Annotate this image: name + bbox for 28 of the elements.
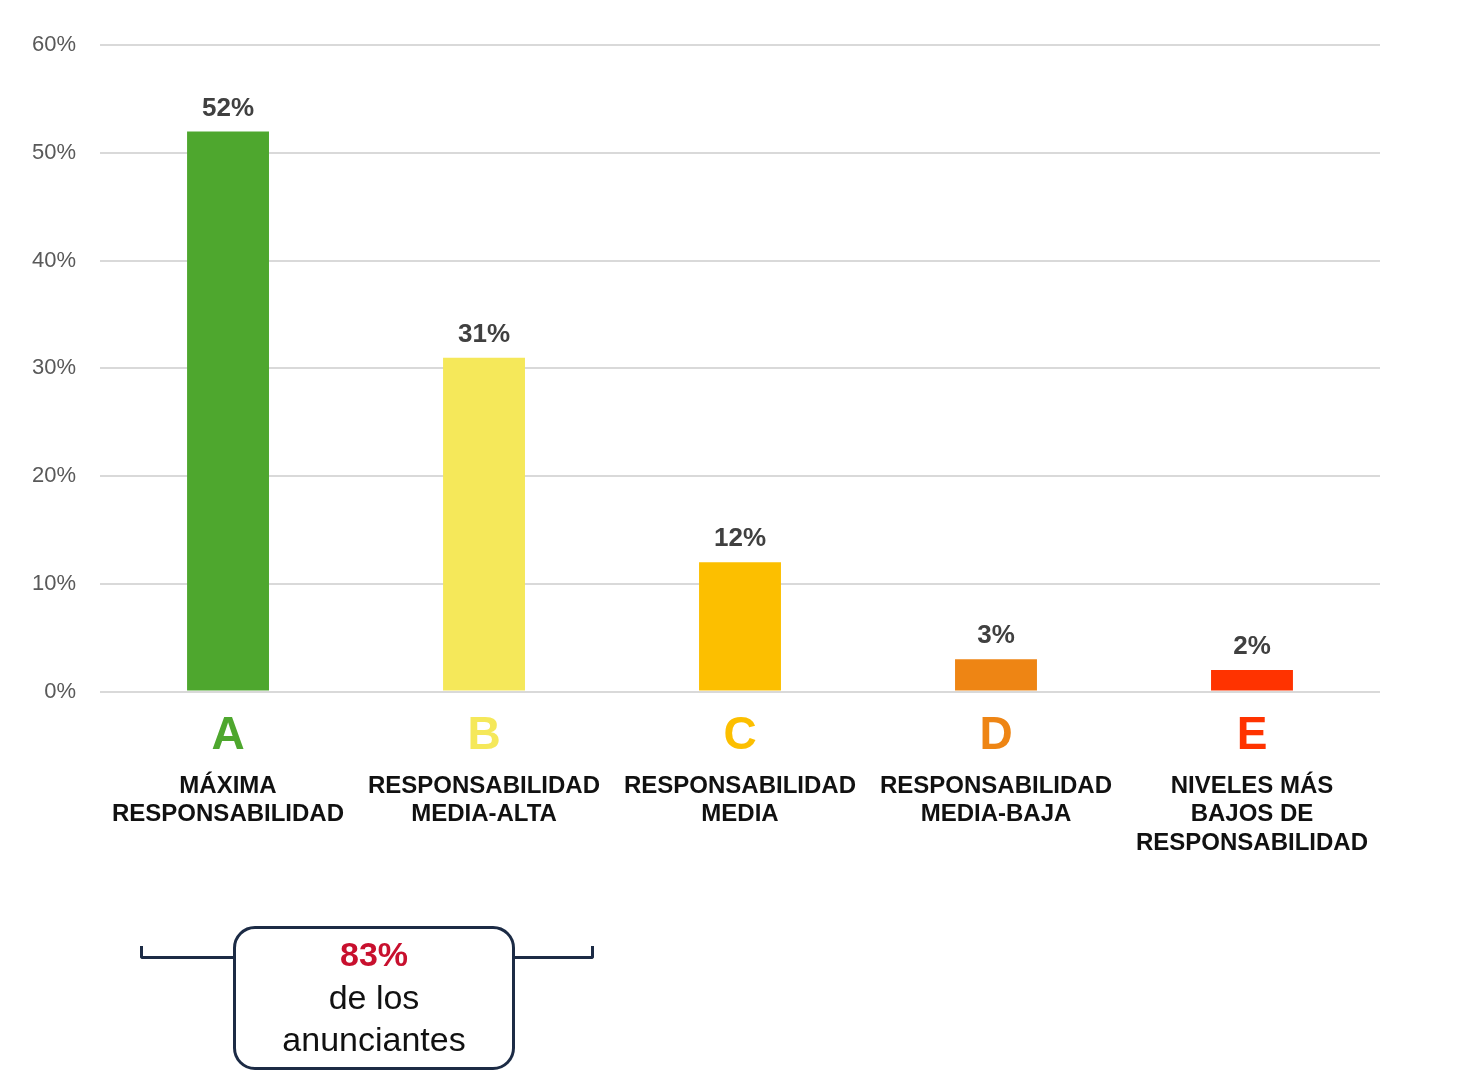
y-tick-label: 0%	[44, 677, 77, 703]
x-tick-label: MÁXIMA RESPONSABILIDAD	[112, 770, 345, 827]
bar	[443, 357, 525, 691]
text: 83% de los anunciantes	[281, 934, 467, 1060]
y-tick-label: 20%	[31, 462, 77, 488]
x-tick-label: NIVELES MÁS BAJOS DE RESPONSABILIDAD	[1135, 770, 1369, 856]
text: D	[979, 707, 1013, 760]
x-tick-label: RESPONSABILIDAD MEDIA-BAJA	[879, 770, 1113, 827]
y-tick-label: 50%	[31, 139, 77, 164]
data-label: 12%	[713, 522, 767, 553]
text: E	[1236, 707, 1268, 760]
text: C	[723, 707, 757, 760]
y-tick-label: 10%	[31, 569, 77, 595]
x-tick-label: RESPONSABILIDAD MEDIA	[623, 770, 857, 827]
data-label: 31%	[457, 317, 511, 348]
x-tick-label: RESPONSABILIDAD MEDIA-ALTA	[368, 770, 601, 827]
text: B	[467, 707, 501, 760]
bar	[699, 562, 781, 691]
bar	[955, 659, 1037, 691]
data-label: 2%	[1233, 630, 1271, 661]
text: A	[211, 707, 245, 760]
data-label: 3%	[977, 619, 1015, 650]
data-label: 52%	[202, 91, 255, 122]
bar	[1211, 670, 1293, 691]
y-tick-label: 30%	[31, 354, 77, 380]
bar	[187, 131, 269, 691]
y-tick-label: 60%	[31, 31, 77, 57]
y-tick-label: 40%	[31, 246, 77, 272]
